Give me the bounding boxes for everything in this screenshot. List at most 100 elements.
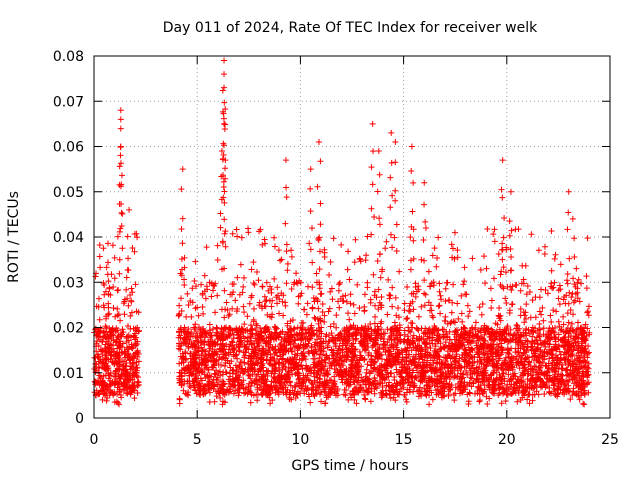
data-point [227, 388, 234, 395]
data-point [230, 390, 237, 397]
data-point [303, 362, 310, 369]
data-point [555, 318, 562, 325]
data-point [494, 321, 501, 328]
data-point [321, 312, 328, 319]
data-point [287, 382, 294, 389]
data-point [461, 363, 468, 370]
data-point [383, 238, 390, 245]
data-point [135, 358, 142, 365]
data-point [371, 320, 378, 327]
data-point [134, 389, 141, 396]
data-point [433, 359, 440, 366]
data-point [556, 323, 563, 330]
data-point [418, 303, 425, 310]
data-point [212, 309, 219, 316]
data-point [181, 254, 188, 261]
data-point [542, 344, 549, 351]
data-point [344, 266, 351, 273]
data-point [576, 298, 583, 305]
data-point [530, 357, 537, 364]
data-point [209, 325, 216, 332]
data-point [468, 383, 475, 390]
data-point [548, 267, 555, 274]
data-point [403, 396, 410, 403]
data-point [115, 311, 122, 318]
data-point [422, 224, 429, 231]
data-point [346, 316, 353, 323]
data-point [271, 243, 278, 250]
grid-lines [94, 56, 610, 418]
data-point [451, 229, 458, 236]
data-point [541, 243, 548, 250]
data-point [576, 396, 583, 403]
data-point [279, 366, 286, 373]
data-point [331, 373, 338, 380]
data-point [553, 308, 560, 315]
data-point [133, 372, 140, 379]
data-point [453, 351, 460, 358]
data-point [401, 300, 408, 307]
data-point [238, 234, 245, 241]
data-point [538, 311, 545, 318]
data-point [189, 285, 196, 292]
data-point [97, 264, 104, 271]
data-point [242, 327, 249, 334]
data-point [123, 274, 130, 281]
data-point [442, 285, 449, 292]
data-point [213, 393, 220, 400]
data-point [405, 307, 412, 314]
data-point [268, 354, 275, 361]
data-point [301, 306, 308, 313]
data-point [241, 309, 248, 316]
data-point [221, 363, 228, 370]
data-point [413, 375, 420, 382]
data-point [321, 373, 328, 380]
data-point [521, 312, 528, 319]
data-point [540, 325, 547, 332]
data-point [437, 310, 444, 317]
data-point [318, 290, 325, 297]
data-point [540, 317, 547, 324]
data-point [541, 391, 548, 398]
data-point [187, 298, 194, 305]
data-point [114, 334, 121, 341]
data-point [274, 300, 281, 307]
data-point [396, 268, 403, 275]
data-point [292, 394, 299, 401]
data-point [206, 378, 213, 385]
data-point [288, 286, 295, 293]
data-point [272, 360, 279, 367]
data-point [568, 320, 575, 327]
data-point [476, 398, 483, 405]
data-point [407, 329, 414, 336]
data-point [395, 304, 402, 311]
data-point [528, 231, 535, 238]
data-point [177, 353, 184, 360]
data-point [555, 295, 562, 302]
data-point [506, 232, 513, 239]
data-point [495, 357, 502, 364]
data-point [560, 296, 567, 303]
data-point [352, 236, 359, 243]
data-point [541, 339, 548, 346]
data-point [385, 276, 392, 283]
data-points [91, 57, 593, 408]
data-point [432, 340, 439, 347]
data-point [237, 338, 244, 345]
data-point [481, 253, 488, 260]
data-point [517, 287, 524, 294]
data-point [497, 271, 504, 278]
data-point [343, 298, 350, 305]
data-point [233, 226, 240, 233]
data-point [503, 299, 510, 306]
data-point [567, 306, 574, 313]
data-point [324, 342, 331, 349]
data-point [528, 365, 535, 372]
data-point [498, 400, 505, 407]
data-point [464, 302, 471, 309]
data-point [326, 338, 333, 345]
data-point [347, 291, 354, 298]
data-point [129, 360, 136, 367]
data-point [458, 292, 465, 299]
